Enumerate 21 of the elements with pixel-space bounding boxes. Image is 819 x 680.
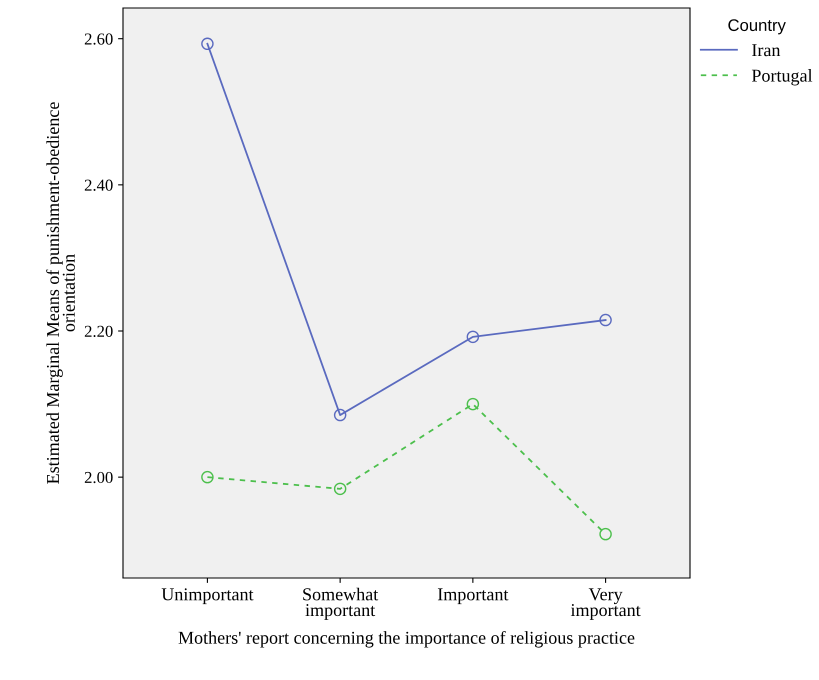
point	[334, 482, 346, 496]
point	[599, 528, 612, 540]
legend-title: Country	[728, 19, 786, 34]
legend-label: Portugal	[752, 69, 812, 86]
x-tick-label: Unimportant	[162, 588, 254, 604]
y-tick-label: 2.60	[84, 33, 113, 45]
point	[599, 314, 612, 326]
point	[466, 330, 480, 344]
legend-label: Iran	[752, 44, 780, 56]
point	[466, 398, 480, 410]
point	[334, 408, 346, 422]
x-tick-label: Somewhat important	[303, 588, 378, 620]
y-tick-label: 2.40	[84, 180, 113, 191]
y-axis-title: Estimated Marginal Means of punishment-obedience orientation	[46, 102, 75, 484]
y-tick-label: 2.00	[84, 472, 113, 484]
y-tick-label: 2.20	[84, 326, 113, 338]
x-tick-label: Very important	[570, 588, 641, 620]
x-axis-title: Mothers' report concerning the importance of religious practice	[178, 630, 634, 648]
point	[201, 470, 214, 484]
x-tick-label: Important	[438, 588, 508, 604]
point	[201, 38, 214, 50]
